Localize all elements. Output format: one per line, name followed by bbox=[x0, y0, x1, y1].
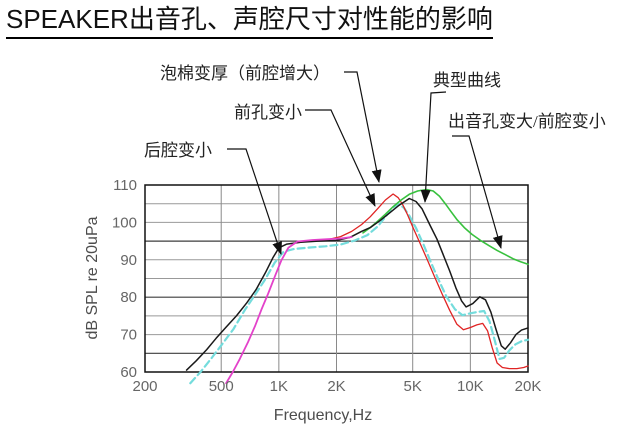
page-title: SPEAKER出音孔、声腔尺寸对性能的影响 bbox=[6, 4, 493, 40]
annotation-arrow-0 bbox=[344, 71, 382, 183]
series-curve-4 bbox=[225, 236, 353, 385]
plot-border bbox=[144, 184, 529, 373]
x-tick-2K: 2K bbox=[327, 378, 345, 395]
y-tick-70: 70 bbox=[120, 327, 137, 344]
annotation-arrow-2 bbox=[420, 91, 447, 203]
x-tick-1K: 1K bbox=[270, 378, 288, 395]
grid-layer bbox=[144, 184, 529, 373]
y-axis-title: dB SPL re 20uPa bbox=[84, 216, 101, 339]
series-curve-2 bbox=[362, 188, 529, 266]
series-curve-3 bbox=[185, 197, 529, 371]
series-layer bbox=[185, 188, 530, 385]
y-tick-90: 90 bbox=[120, 252, 137, 269]
x-tick-500: 500 bbox=[209, 378, 234, 395]
annotation-label-1: 前孔变小 bbox=[234, 103, 302, 122]
series-curve-0 bbox=[189, 202, 530, 385]
x-axis-title: Frequency,Hz bbox=[274, 407, 372, 424]
series-curve-1 bbox=[311, 193, 529, 370]
annotation-label-0: 泡棉变厚（前腔增大） bbox=[160, 64, 330, 83]
y-tick-80: 80 bbox=[120, 289, 137, 306]
y-tick-60: 60 bbox=[120, 364, 137, 381]
x-tick-200: 200 bbox=[132, 378, 157, 395]
y-tick-100: 100 bbox=[112, 214, 137, 231]
x-tick-20K: 20K bbox=[515, 378, 542, 395]
x-tick-5K: 5K bbox=[404, 378, 422, 395]
annotation-label-4: 后腔变小 bbox=[144, 141, 212, 160]
annotation-label-3: 出音孔变大/前腔变小 bbox=[448, 112, 606, 131]
annotation-arrow-4 bbox=[227, 148, 282, 255]
annotation-label-2: 典型曲线 bbox=[433, 71, 501, 90]
x-tick-10K: 10K bbox=[457, 378, 484, 395]
annotation-arrow-1 bbox=[305, 109, 376, 207]
y-tick-110: 110 bbox=[113, 177, 137, 194]
annotation-arrow-3 bbox=[452, 135, 503, 249]
